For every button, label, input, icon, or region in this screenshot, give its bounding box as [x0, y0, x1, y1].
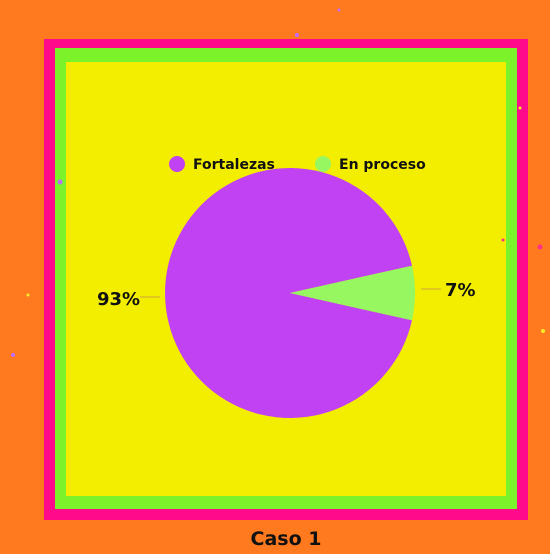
confetti-dot: [518, 106, 522, 110]
confetti-dot: [537, 244, 543, 250]
confetti-dot: [57, 179, 63, 185]
legend-label: En proceso: [339, 157, 426, 173]
confetti-dot: [295, 33, 299, 37]
confetti-dot: [541, 329, 545, 333]
legend-item-fortalezas: Fortalezas: [169, 156, 275, 173]
legend-label: Fortalezas: [193, 157, 275, 173]
legend-item-en-proceso: En proceso: [315, 156, 426, 173]
legend: Fortalezas En proceso: [169, 156, 426, 173]
confetti-dot: [337, 8, 341, 12]
pie-slice-fortalezas: [165, 167, 412, 419]
pie-slice-en-proceso: [290, 265, 415, 321]
slice-labels: 93% 7%: [97, 280, 476, 310]
confetti-dot: [11, 353, 15, 357]
slice-label-fortalezas: 93%: [97, 289, 140, 310]
caption: Caso 1: [251, 528, 322, 550]
legend-swatch: [315, 156, 331, 172]
confetti-dots: [11, 8, 545, 357]
slice-label-en-proceso: 7%: [445, 280, 476, 301]
pie-slices: [165, 167, 415, 419]
confetti-dot: [501, 238, 505, 242]
confetti-dot: [26, 293, 30, 297]
legend-swatch: [169, 156, 185, 172]
